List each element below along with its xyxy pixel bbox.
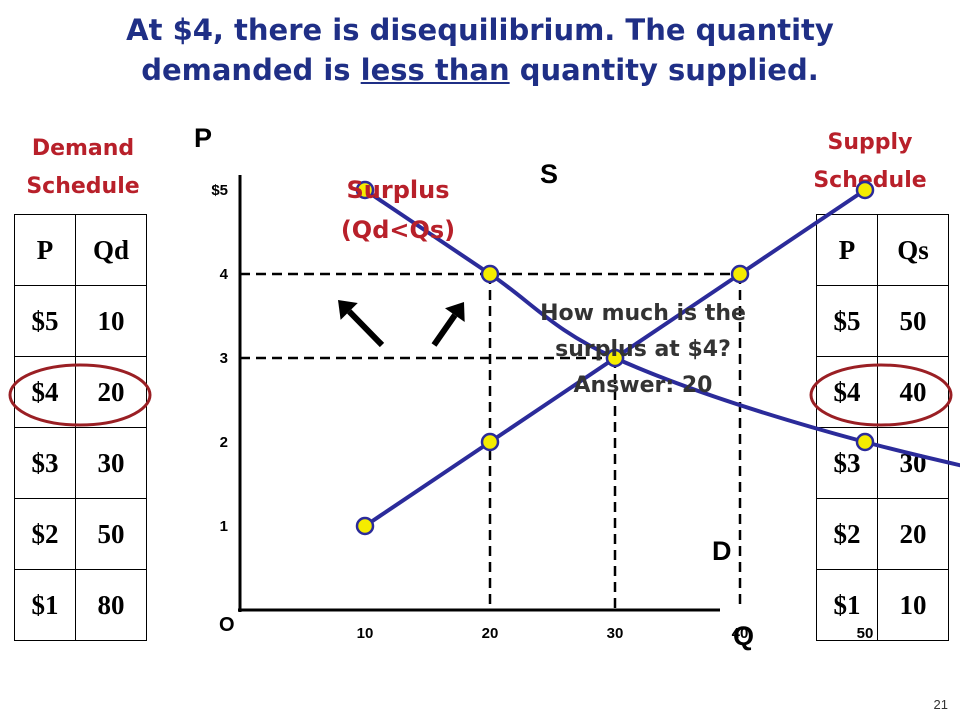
- header-cell: P: [14, 214, 76, 286]
- price-cell: $5: [14, 285, 76, 357]
- demand-label-line-1: Demand: [31, 136, 135, 161]
- x-tick-label: 30: [607, 625, 624, 642]
- table-header-row: P Qs: [816, 214, 949, 286]
- x-tick-label: 10: [357, 625, 374, 642]
- supply-point: [730, 264, 750, 284]
- surplus-condition-label: (Qd<Qs): [341, 216, 455, 244]
- slide-number: 21: [933, 697, 948, 712]
- supply-point: [605, 348, 625, 368]
- header-cell: Qd: [75, 214, 147, 286]
- question-line-2: surplus at $4?: [555, 337, 731, 362]
- y-tick-label: 4: [220, 266, 229, 283]
- quantity-cell: 50: [877, 285, 949, 357]
- y-tick-label: 2: [220, 434, 228, 451]
- price-cell: $1: [14, 569, 76, 641]
- quantity-cell: 10: [877, 569, 949, 641]
- title-line-2-post: quantity supplied.: [509, 53, 819, 87]
- arrow-shaft: [431, 313, 458, 347]
- supply-curve-label: S: [540, 159, 558, 189]
- title-emphasis: less than: [360, 53, 510, 87]
- header-cell: P: [816, 214, 878, 286]
- table-row: $5 50: [816, 285, 949, 357]
- demand-point: [855, 432, 875, 452]
- arrow-to-qs: [431, 302, 465, 347]
- supply-row-highlight: [809, 363, 953, 427]
- quantity-cell: 20: [877, 498, 949, 570]
- title-line-1: At $4, there is disequilibrium. The quan…: [126, 13, 834, 47]
- highlight-circles: [8, 363, 953, 427]
- price-cell: $5: [816, 285, 878, 357]
- quantity-cell: 10: [75, 285, 147, 357]
- demand-point: [355, 180, 375, 200]
- title-line-2: demanded is less than quantity supplied.: [0, 50, 960, 90]
- demand-schedule-label: Demand Schedule: [8, 130, 158, 206]
- arrow-to-qd: [338, 300, 385, 348]
- title-line-2-pre: demanded is: [141, 53, 361, 87]
- y-tick-label: 1: [220, 518, 228, 535]
- origin-label: O: [219, 614, 235, 636]
- chart-labels: S D Surplus (Qd<Qs) How much is the surplus a…: [341, 159, 746, 566]
- table-row: $1 10: [816, 569, 949, 641]
- quantity-cell: 80: [75, 569, 147, 641]
- demand-curve: [363, 188, 960, 468]
- demand-row-highlight: [8, 363, 152, 427]
- data-points: [355, 180, 875, 536]
- surplus-arrows: [338, 300, 465, 348]
- price-cell: $1: [816, 569, 878, 641]
- y-tick-label: 3: [220, 350, 228, 367]
- table-row: $2 20: [816, 498, 949, 570]
- axes: PQO10203040506070801234$5: [194, 123, 874, 651]
- arrow-head: [338, 300, 358, 320]
- arrow-head: [445, 302, 465, 322]
- quantity-cell: 20: [75, 356, 147, 428]
- y-axis-label: P: [194, 123, 212, 153]
- question-line-1: How much is the: [540, 301, 746, 326]
- table-row: $5 10: [14, 285, 147, 357]
- x-axis-label: Q: [733, 621, 754, 651]
- table-row: $3 30: [14, 427, 147, 499]
- header-cell: Qs: [877, 214, 949, 286]
- price-cell: $2: [14, 498, 76, 570]
- demand-curve-label: D: [712, 536, 732, 566]
- x-tick-label: 20: [482, 625, 499, 642]
- supply-label-line-1: Supply: [827, 130, 913, 155]
- y-tick-label: $5: [211, 182, 228, 199]
- arrow-shaft: [347, 309, 385, 348]
- table-header-row: P Qd: [14, 214, 147, 286]
- demand-point: [480, 264, 500, 284]
- quantity-cell: 30: [75, 427, 147, 499]
- answer-label: Answer: 20: [574, 373, 713, 398]
- supply-point: [855, 180, 875, 200]
- x-tick-label: 50: [857, 625, 874, 642]
- surplus-label: Surplus: [347, 176, 450, 204]
- table-row: $1 80: [14, 569, 147, 641]
- demand-schedule-table: P Qd $5 10 $4 20 $3 30 $2 50 $1 80: [14, 214, 147, 641]
- x-tick-label: 40: [732, 625, 749, 642]
- supply-point: [355, 516, 375, 536]
- slide-title: At $4, there is disequilibrium. The quan…: [0, 10, 960, 90]
- demand-label-line-2: Schedule: [26, 174, 140, 199]
- supply-point: [480, 432, 500, 452]
